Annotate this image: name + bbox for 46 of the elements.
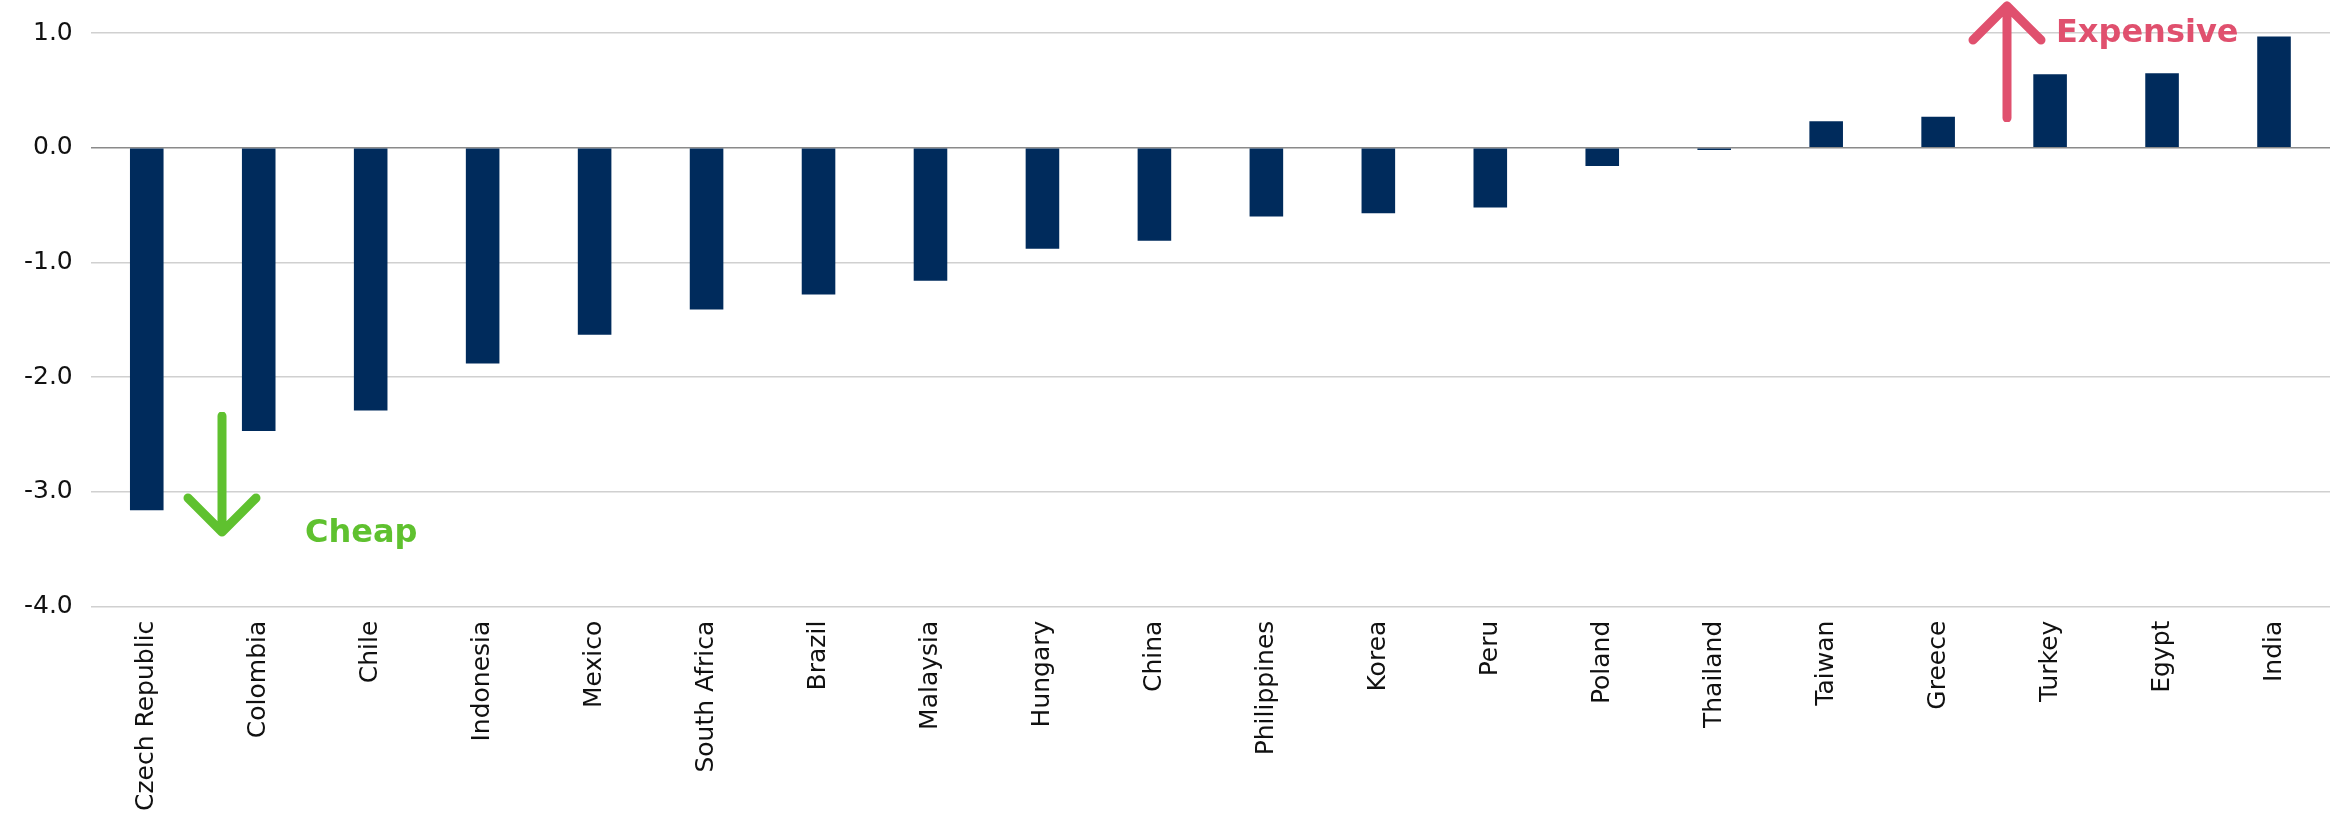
bar: [353, 148, 388, 411]
x-tick-label: South Africa: [690, 620, 720, 773]
x-tick-label: Colombia: [242, 620, 272, 739]
x-tick-label: Egypt: [2145, 620, 2175, 693]
bar: [1585, 148, 1620, 167]
bar: [2145, 73, 2179, 147]
x-tick-label: Chile: [354, 620, 384, 684]
x-tick-label: Peru: [1473, 620, 1503, 677]
annotation: Expensive: [2056, 12, 2239, 50]
bar: [465, 148, 500, 364]
y-tick-label: -2.0: [24, 360, 73, 390]
y-tick-label: -4.0: [24, 590, 73, 620]
x-tick-label: China: [1137, 620, 1167, 693]
bar: [1249, 148, 1284, 217]
bar: [689, 148, 724, 310]
x-tick-label: Poland: [1585, 620, 1615, 705]
bar: [1809, 121, 1843, 147]
x-tick-label: Thailand: [1697, 620, 1727, 730]
x-tick-label: Greece: [1921, 620, 1951, 710]
y-tick-label: -1.0: [24, 245, 73, 275]
x-tick-label: Philippines: [1249, 620, 1279, 756]
x-tick-label: Korea: [1361, 620, 1391, 692]
x-tick-label: Malaysia: [913, 620, 943, 730]
x-tick-label: Brazil: [802, 620, 832, 691]
x-tick-label: India: [2257, 620, 2287, 683]
bar: [129, 148, 164, 511]
bar: [913, 148, 948, 281]
x-tick-label: Indonesia: [466, 620, 496, 742]
x-tick-label: Hungary: [1025, 620, 1055, 728]
bar: [577, 148, 612, 335]
bar: [1473, 148, 1508, 208]
y-tick-label: -3.0: [24, 475, 73, 505]
bar: [1361, 148, 1396, 214]
x-tick-label: Turkey: [2033, 620, 2063, 704]
y-tick-label: 0.0: [33, 131, 73, 161]
bar: [1921, 116, 1955, 147]
bar: [1137, 148, 1172, 241]
y-tick-label: 1.0: [33, 16, 73, 46]
x-tick-label: Mexico: [578, 620, 608, 708]
x-tick-label: Czech Republic: [130, 620, 160, 812]
annotation: Cheap: [305, 512, 418, 550]
bar: [801, 148, 836, 295]
bar: [2257, 36, 2291, 147]
bar: [2033, 74, 2067, 147]
x-tick-label: Taiwan: [1809, 620, 1839, 707]
bar: [1025, 148, 1060, 249]
